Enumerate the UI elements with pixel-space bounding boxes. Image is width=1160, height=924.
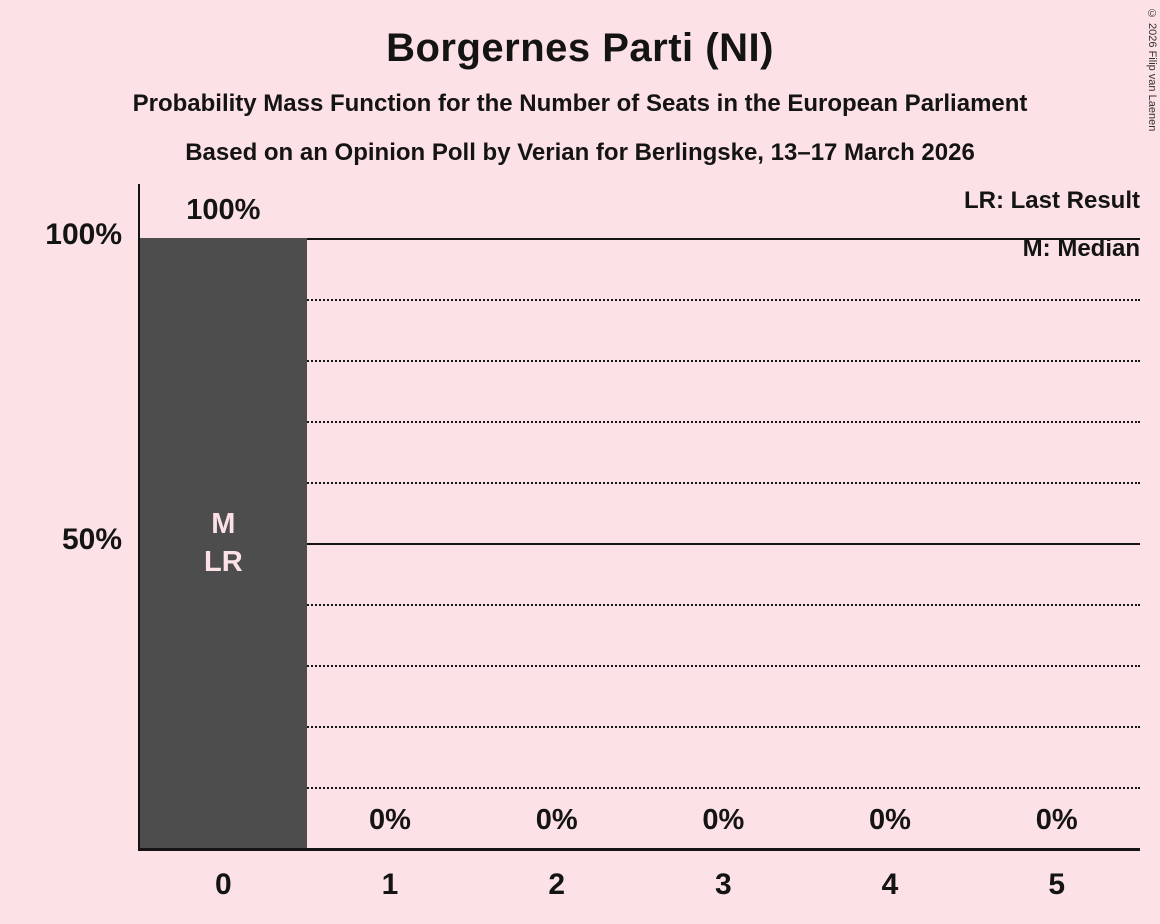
bar-value-label-1: 0% [369, 804, 411, 836]
gridline-dotted-80 [140, 360, 1140, 362]
x-tick-1: 1 [381, 868, 399, 901]
legend-last-result: LR: Last Result [963, 187, 1140, 214]
y-tick-100: 100% [45, 218, 122, 251]
chart-title: Borgernes Parti (NI) [386, 26, 774, 70]
bar-value-label-3: 0% [702, 804, 745, 836]
x-tick-3: 3 [714, 868, 732, 901]
y-axis-line [138, 184, 140, 850]
x-tick-2: 2 [548, 868, 565, 901]
bar-value-label-0: 100% [186, 194, 261, 226]
bar-annotation-m-lr: M LR [203, 508, 243, 578]
gridline-solid-50 [140, 543, 1140, 545]
gridline-dotted-30 [140, 665, 1140, 667]
gridline-dotted-60 [140, 482, 1140, 484]
chart-subtitle: Probability Mass Function for the Number… [132, 90, 1028, 117]
gridline-dotted-90 [140, 299, 1140, 301]
gridline-dotted-40 [140, 604, 1140, 606]
chart-subtitle-poll-info: Based on an Opinion Poll by Verian for B… [185, 139, 975, 166]
gridline-solid-100 [140, 238, 1140, 240]
plot-area: 100% M LR 0% 0% 0% 0% 0% [140, 194, 1140, 848]
gridline-dotted-70 [140, 421, 1140, 423]
y-tick-50: 50% [61, 523, 122, 556]
copyright-notice: © 2026 Filip van Laenen [1146, 8, 1158, 132]
gridline-dotted-10 [140, 787, 1140, 789]
x-tick-4: 4 [881, 868, 899, 901]
bar-value-label-2: 0% [535, 804, 578, 836]
x-tick-5: 5 [1048, 868, 1065, 901]
x-tick-0: 0 [214, 868, 232, 901]
x-axis-line [138, 848, 1140, 851]
bar-value-label-5: 0% [1035, 804, 1078, 836]
gridline-dotted-20 [140, 726, 1140, 728]
bar-value-label-4: 0% [869, 804, 911, 836]
bar-seats-0 [140, 238, 307, 848]
